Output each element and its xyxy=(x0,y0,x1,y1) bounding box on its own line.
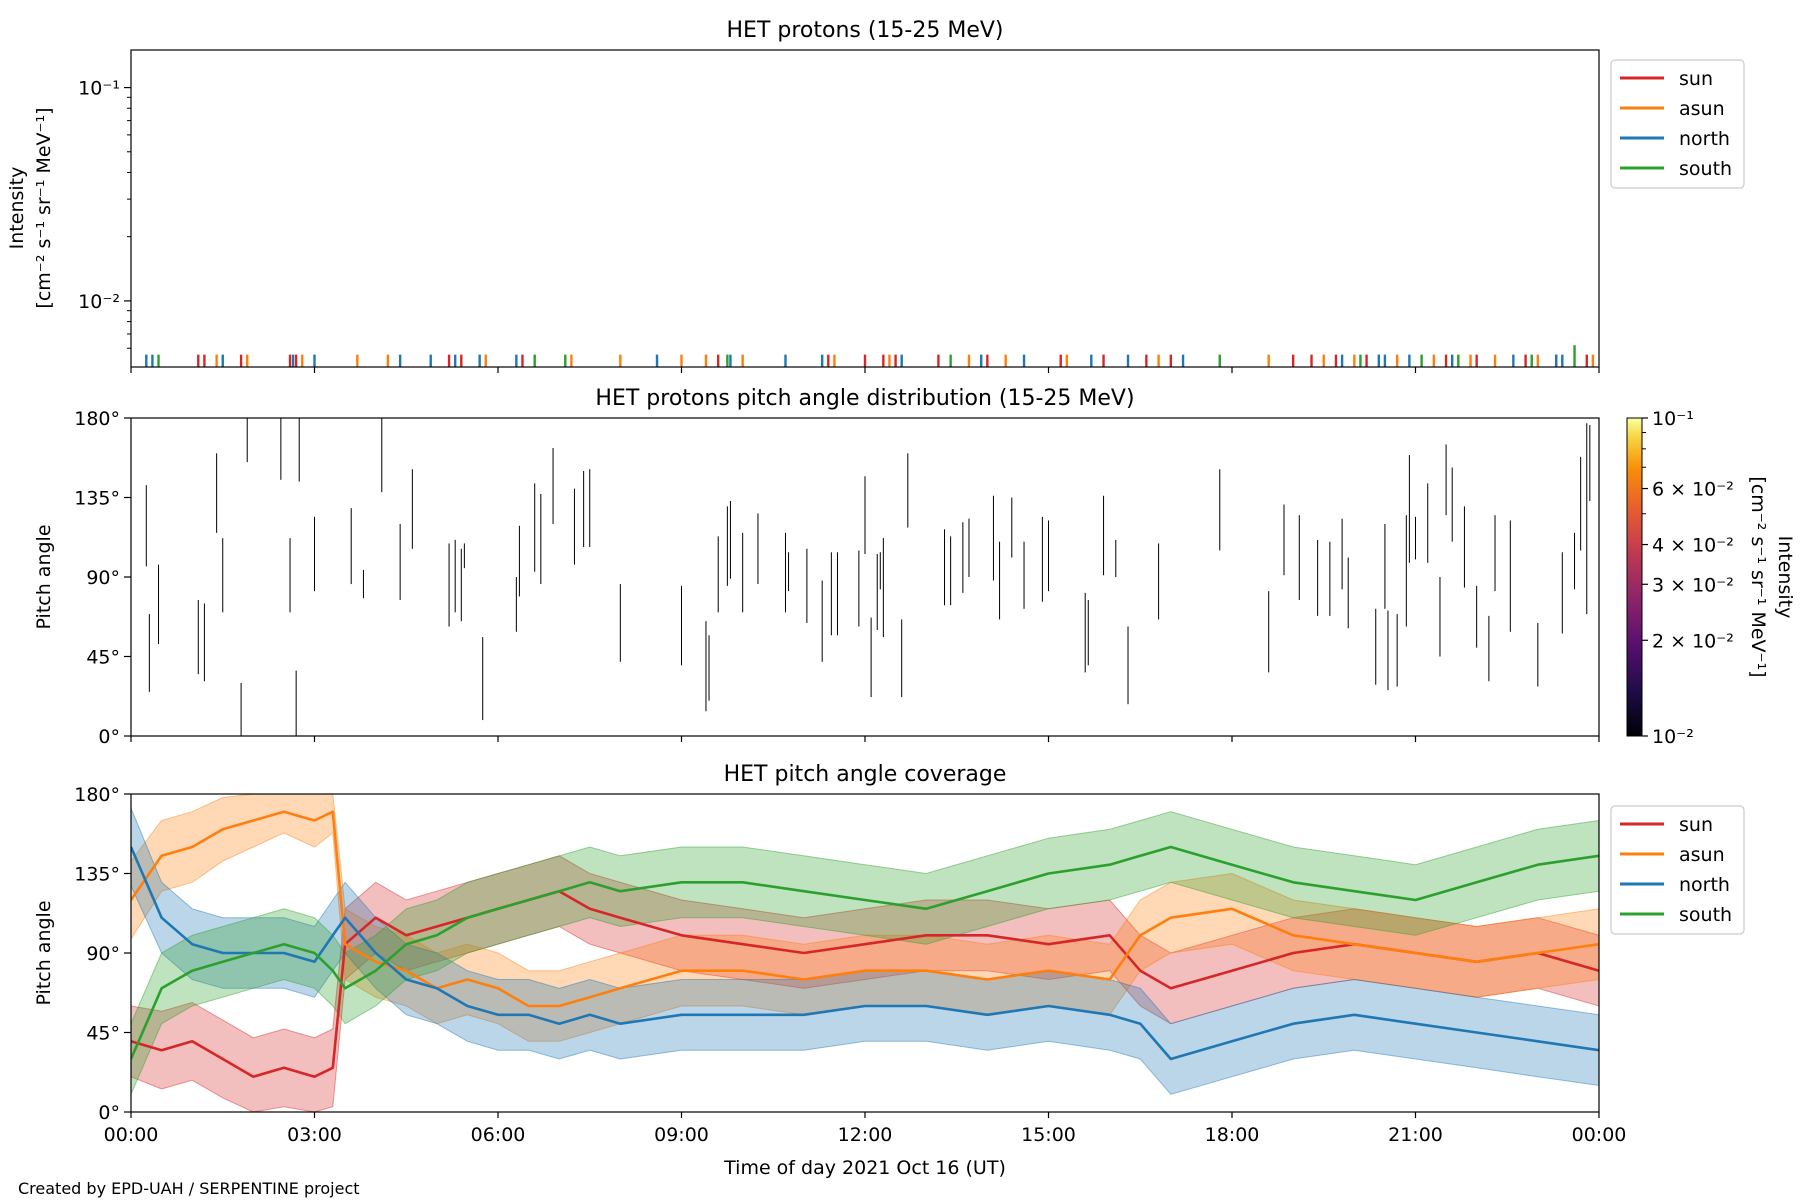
x-axis-label: Time of day 2021 Oct 16 (UT) xyxy=(723,1157,1006,1179)
pad-y-tick-label: 180° xyxy=(74,408,120,430)
intensity-y-tick-label: 10⁻¹ xyxy=(78,78,120,100)
intensity-y-tick-label: 10⁻² xyxy=(78,291,120,313)
colorbar-label-line1: Intensity xyxy=(1774,536,1796,619)
panel-intensity-title: HET protons (15-25 MeV) xyxy=(727,18,1004,43)
x-tick-label: 12:00 xyxy=(838,1124,893,1146)
legend1-label-sun: sun xyxy=(1679,68,1713,90)
legend3-label-south: south xyxy=(1679,904,1732,926)
intensity-axes-frame xyxy=(130,49,1600,368)
coverage-line-asun xyxy=(131,810,1599,1008)
intensity-legend: sun asun north south xyxy=(1610,59,1745,189)
intensity-ylabel-line1: Intensity xyxy=(6,167,28,250)
legend1-label-north: north xyxy=(1679,128,1730,150)
coverage-band-north xyxy=(131,807,1599,1095)
coverage-y-tick-label: 45° xyxy=(86,1023,120,1045)
legend3-label-sun: sun xyxy=(1679,814,1713,836)
panel-coverage: HET pitch angle coverage 0° 45° 90° 135° 180… xyxy=(33,762,1745,1124)
coverage-y-tick-label: 180° xyxy=(74,784,120,806)
colorbar-tick-label: 10⁻² xyxy=(1652,726,1694,748)
colorbar-tick-label: 6 × 10⁻² xyxy=(1652,479,1734,501)
x-tick-label: 18:00 xyxy=(1205,1124,1260,1146)
colorbar-ticks: 10⁻² 2 × 10⁻² 3 × 10⁻² 4 × 10⁻² 6 × 10⁻² 10⁻¹ xyxy=(1642,408,1734,748)
colorbar-tick-label: 2 × 10⁻² xyxy=(1652,630,1734,652)
pad-y-tick-label: 90° xyxy=(86,567,120,589)
panel-coverage-title: HET pitch angle coverage xyxy=(724,762,1007,787)
coverage-ylabel: Pitch angle xyxy=(33,900,55,1005)
coverage-y-ticks: 0° 45° 90° 135° 180° xyxy=(74,784,131,1124)
coverage-y-tick-label: 90° xyxy=(86,943,120,965)
coverage-band-south xyxy=(131,811,1599,1095)
coverage-line-sun xyxy=(131,889,1599,1078)
intensity-spikes xyxy=(145,345,1595,367)
pad-colorbar: 10⁻² 2 × 10⁻² 3 × 10⁻² 4 × 10⁻² 6 × 10⁻² 10⁻¹… xyxy=(1626,408,1796,748)
panel-intensity: HET protons (15-25 MeV) 10⁻² 10⁻¹ Intensi… xyxy=(6,18,1745,368)
coverage-line-north xyxy=(131,846,1599,1061)
panel-pad-title: HET protons pitch angle distribution (15… xyxy=(595,386,1134,411)
credit-text: Created by EPD-UAH / SERPENTINE project xyxy=(18,1179,360,1198)
colorbar-gradient xyxy=(1626,417,1643,737)
legend3-label-asun: asun xyxy=(1679,844,1725,866)
colorbar-label-line2: [cm⁻² s⁻¹ sr⁻¹ MeV⁻¹] xyxy=(1747,476,1769,677)
colorbar-tick-label: 4 × 10⁻² xyxy=(1652,535,1734,557)
x-tick-label: 06:00 xyxy=(471,1124,526,1146)
x-tick-label: 03:00 xyxy=(287,1124,342,1146)
x-tick-label: 00:00 xyxy=(1572,1124,1627,1146)
coverage-band-asun xyxy=(131,794,1599,1042)
x-tick-label: 15:00 xyxy=(1021,1124,1076,1146)
x-axis-ticks: 00:00 03:00 06:00 09:00 12:00 15:00 18:00 21:00… xyxy=(104,367,1627,1146)
x-tick-label: 00:00 xyxy=(104,1124,159,1146)
coverage-lines xyxy=(131,810,1599,1078)
coverage-line-south xyxy=(131,845,1599,1060)
legend1-label-south: south xyxy=(1679,158,1732,180)
pad-y-tick-label: 0° xyxy=(98,726,120,748)
legend3-label-north: north xyxy=(1679,874,1730,896)
coverage-y-tick-label: 135° xyxy=(74,864,120,886)
x-tick-label: 09:00 xyxy=(654,1124,709,1146)
pad-ylabel: Pitch angle xyxy=(33,524,55,629)
coverage-legend: sun asun north south xyxy=(1610,805,1745,935)
legend1-label-asun: asun xyxy=(1679,98,1725,120)
intensity-ylabel-line2: [cm⁻² s⁻¹ sr⁻¹ MeV⁻¹] xyxy=(33,107,55,308)
coverage-y-tick-label: 0° xyxy=(98,1102,120,1124)
pad-segments xyxy=(145,418,1591,736)
panel-pad: HET protons pitch angle distribution (15… xyxy=(33,386,1796,748)
pad-y-ticks: 0° 45° 90° 135° 180° xyxy=(74,408,131,748)
x-tick-label: 21:00 xyxy=(1388,1124,1443,1146)
coverage-bands xyxy=(131,794,1599,1112)
intensity-legend-box xyxy=(1610,59,1745,189)
pad-y-tick-label: 45° xyxy=(86,647,120,669)
colorbar-tick-label: 3 × 10⁻² xyxy=(1652,574,1734,596)
intensity-y-ticks: 10⁻² 10⁻¹ xyxy=(78,78,131,349)
pad-y-tick-label: 135° xyxy=(74,488,120,510)
coverage-band-sun xyxy=(131,855,1599,1112)
colorbar-tick-label: 10⁻¹ xyxy=(1652,408,1694,430)
coverage-legend-box xyxy=(1610,805,1745,935)
